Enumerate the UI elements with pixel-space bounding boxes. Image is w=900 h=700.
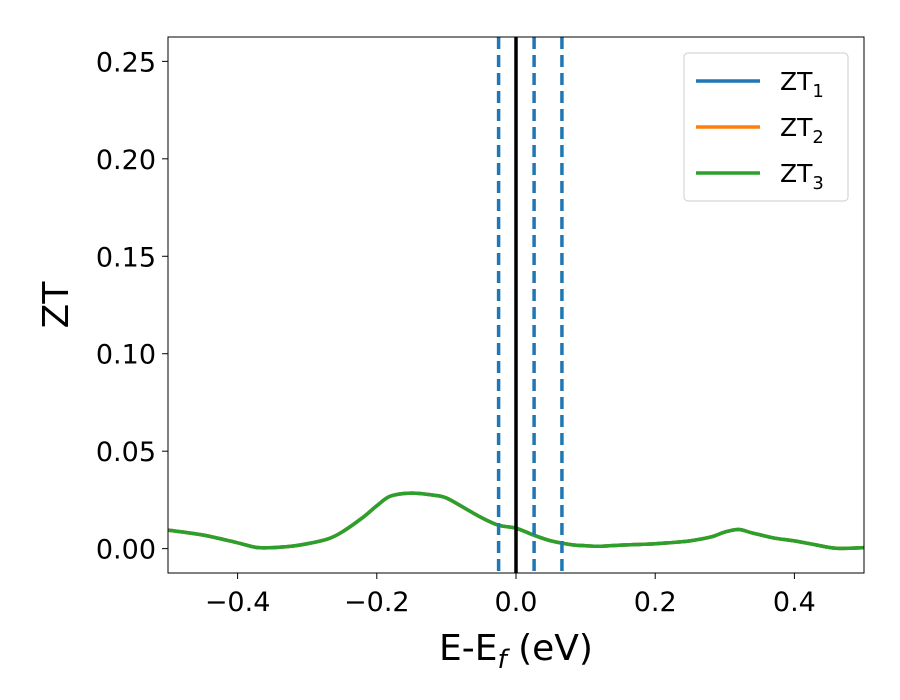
x-axis-label-main: E-E [439,628,497,669]
y-tick-label: 0.05 [96,437,156,468]
y-tick-label: 0.20 [96,145,156,176]
x-tick-label: 0.0 [495,587,538,618]
x-axis-label: E-Ef (eV) [439,628,593,675]
y-tick-label: 0.00 [96,535,156,566]
x-tick-label: −0.4 [205,587,271,618]
legend: ZT1 ZT2 ZT3 [683,52,849,202]
x-axis-ticks: −0.4 −0.2 0.0 0.2 0.4 [205,573,816,618]
y-tick-label: 0.10 [96,340,156,371]
legend-label-1: ZT1 [780,67,824,102]
x-axis-label-unit: (eV) [507,628,593,669]
y-tick-label: 0.25 [96,47,156,78]
y-tick-label: 0.15 [96,242,156,273]
x-tick-label: −0.2 [344,587,410,618]
legend-label-3: ZT3 [780,159,824,194]
y-axis-ticks: 0.00 0.05 0.10 0.15 0.20 0.25 [96,47,168,566]
x-tick-label: 0.4 [773,587,816,618]
legend-box [683,52,849,202]
vline-layer [496,37,564,573]
legend-label-2: ZT2 [780,113,824,148]
y-axis-label: ZT [36,281,77,329]
x-tick-label: 0.2 [634,587,677,618]
